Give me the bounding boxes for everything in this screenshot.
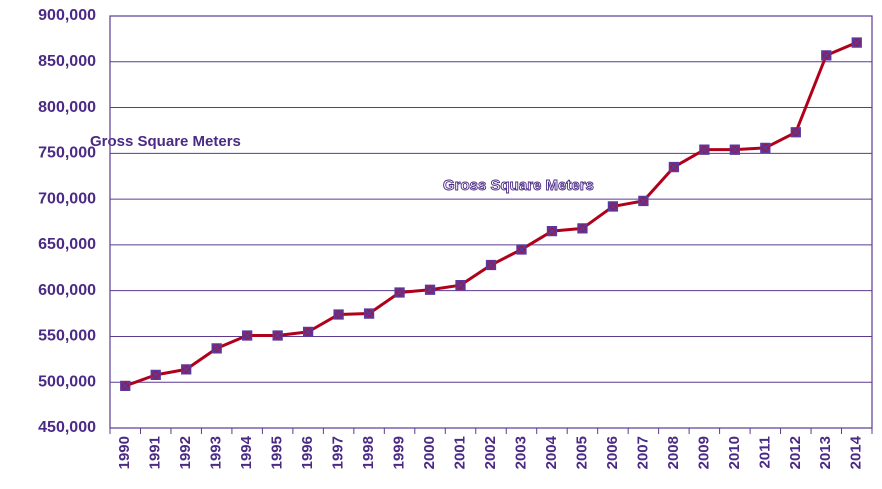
marker — [546, 226, 558, 237]
x-tick-label: 2013 — [817, 436, 834, 469]
plot-border — [109, 15, 873, 429]
x-tick-label: 1999 — [391, 436, 408, 469]
x-tick-label: 2001 — [451, 436, 468, 469]
marker — [455, 280, 466, 291]
x-tick-label: 1996 — [299, 436, 316, 469]
marker — [668, 161, 680, 173]
y-tick-label: 800,000 — [38, 99, 96, 116]
marker — [607, 201, 619, 212]
marker — [211, 343, 222, 354]
marker — [577, 223, 588, 234]
marker — [181, 364, 192, 375]
y-tick-label: 700,000 — [38, 190, 96, 207]
marker — [516, 244, 527, 255]
x-tick-label: 2011 — [756, 436, 773, 469]
marker — [729, 144, 740, 155]
y-tick-label: 900,000 — [38, 7, 96, 24]
marker — [150, 369, 161, 381]
y-tick-label: 600,000 — [38, 282, 96, 299]
y-tick-label: 650,000 — [38, 236, 96, 253]
y-axis-label: Gross Square Meters — [90, 133, 241, 150]
marker — [699, 144, 710, 155]
x-tick-label: 1992 — [177, 436, 194, 469]
marker — [272, 330, 283, 341]
marker — [851, 37, 862, 48]
x-tick-label: 2002 — [482, 436, 499, 469]
x-tick-label: 1990 — [116, 436, 133, 469]
x-tick-label: 2003 — [512, 436, 529, 469]
series-label: Gross Square Meters — [443, 177, 594, 194]
marker — [638, 195, 649, 207]
x-tick-label: 1994 — [238, 435, 255, 469]
y-tick-label: 500,000 — [38, 373, 96, 390]
x-tick-label: 2014 — [848, 435, 865, 469]
marker — [120, 380, 131, 392]
x-tick-label: 2010 — [726, 436, 743, 469]
x-tick-label: 1993 — [208, 436, 225, 469]
marker — [760, 142, 771, 153]
marker — [821, 50, 832, 61]
marker — [394, 287, 405, 298]
line — [124, 41, 858, 388]
x-tick-label: 2012 — [787, 436, 804, 469]
marker — [485, 259, 497, 271]
marker — [242, 330, 253, 341]
x-tick-label: 1998 — [360, 436, 377, 469]
marker — [302, 326, 314, 338]
x-tick-label: 2006 — [604, 436, 621, 469]
marker — [790, 127, 801, 138]
x-tick-label: 1995 — [269, 436, 286, 469]
y-tick-label: 450,000 — [38, 419, 96, 436]
x-tick-label: 1997 — [330, 436, 347, 469]
y-tick-label: 750,000 — [38, 145, 96, 162]
y-tick-label: 550,000 — [38, 328, 96, 345]
y-tick-label: 850,000 — [38, 53, 96, 70]
x-tick-label: 2009 — [695, 436, 712, 469]
marker — [424, 284, 436, 295]
marker — [363, 308, 375, 319]
x-tick-label: 2008 — [665, 436, 682, 469]
x-tick-label: 2005 — [573, 436, 590, 469]
x-tick-label: 2000 — [421, 436, 438, 469]
marker — [333, 309, 344, 320]
x-tick-label: 2004 — [543, 435, 560, 469]
x-tick-label: 2007 — [634, 436, 651, 469]
x-tick-label: 1991 — [147, 436, 164, 469]
